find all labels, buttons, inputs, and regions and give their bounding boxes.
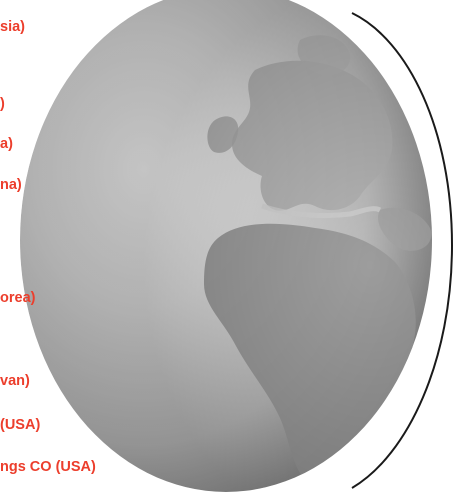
label-2: ) bbox=[0, 96, 5, 112]
globe-landmasses bbox=[20, 0, 432, 492]
label-3: a) bbox=[0, 136, 13, 152]
globe-outline bbox=[351, 12, 454, 489]
label-7: (USA) bbox=[0, 417, 41, 433]
label-6: van) bbox=[0, 373, 30, 389]
label-4: na) bbox=[0, 177, 22, 193]
label-5: orea) bbox=[0, 290, 36, 306]
label-8: ngs CO (USA) bbox=[0, 459, 96, 475]
label-1: sia) bbox=[0, 19, 25, 35]
